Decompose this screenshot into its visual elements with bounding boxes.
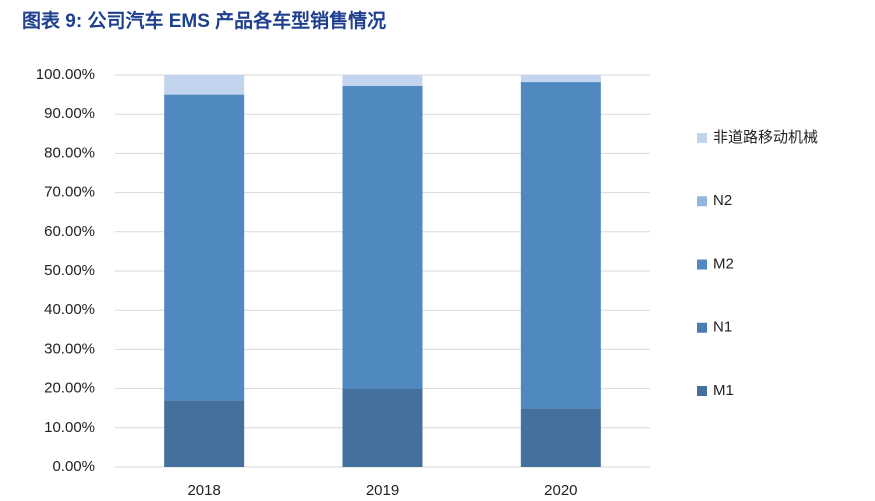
y-tick-label: 90.00% [44, 105, 95, 122]
legend-label: N2 [713, 192, 732, 209]
bar-segment [342, 85, 423, 389]
y-tick-label: 50.00% [44, 262, 95, 279]
bar-segment [164, 75, 245, 95]
y-tick-label: 80.00% [44, 144, 95, 161]
bar-segment [342, 75, 423, 86]
legend-label: 非道路移动机械 [713, 129, 818, 146]
y-tick-label: 10.00% [44, 419, 95, 436]
legend-label: N1 [713, 319, 732, 336]
y-tick-label: 40.00% [44, 301, 95, 318]
legend-label: M1 [713, 382, 734, 399]
x-tick-label: 2019 [366, 482, 399, 499]
bar-segment [520, 408, 601, 467]
legend-swatch [697, 259, 707, 270]
bar-segment [342, 388, 423, 467]
x-tick-label: 2018 [187, 482, 220, 499]
legend-swatch [697, 133, 707, 143]
bar-segment [520, 75, 601, 83]
y-tick-label: 70.00% [44, 184, 95, 201]
y-tick-label: 100.00% [36, 66, 95, 83]
y-tick-label: 20.00% [44, 380, 95, 397]
y-tick-label: 30.00% [44, 340, 95, 357]
bar-segment [164, 94, 245, 401]
y-tick-label: 60.00% [44, 223, 95, 240]
legend-label: M2 [713, 255, 734, 272]
x-tick-label: 2020 [544, 482, 577, 499]
y-tick-label: 0.00% [52, 458, 95, 475]
legend-swatch [697, 386, 707, 396]
legend-swatch [697, 196, 707, 207]
legend-swatch [697, 322, 707, 333]
bar-segment [164, 400, 245, 467]
chart-title: 图表 9: 公司汽车 EMS 产品各车型销售情况 [22, 9, 386, 32]
bar-segment [520, 82, 601, 409]
